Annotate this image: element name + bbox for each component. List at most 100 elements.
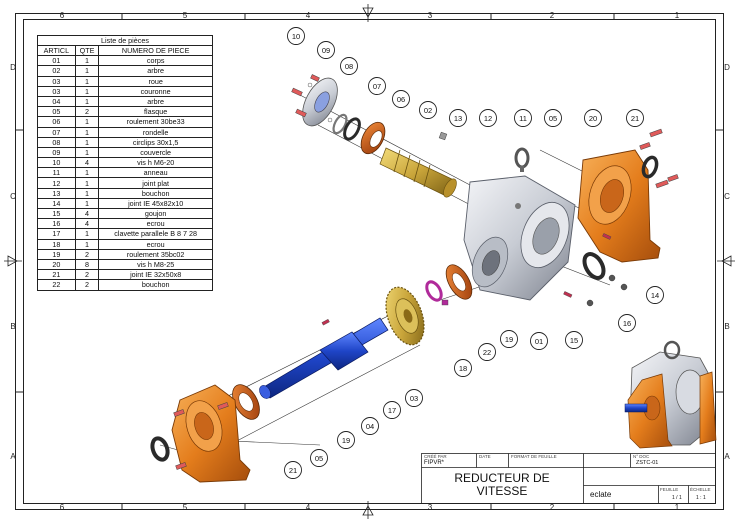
- balloon: 03: [405, 389, 423, 407]
- zone-col-top-2: 2: [550, 11, 555, 20]
- balloon-label: 14: [651, 291, 659, 300]
- balloon: 22: [478, 343, 496, 361]
- zone-col-bottom-3: 3: [428, 503, 433, 512]
- part-flasque-right: [577, 149, 661, 263]
- zone-col-bottom-4: 4: [306, 503, 311, 512]
- balloon-circle: [310, 449, 328, 467]
- bom-body: 01 1 corps 02 1 arbre 03 1 roue 03 1 couronne 04 1 arb…: [37, 55, 213, 291]
- balloon: 02: [419, 101, 437, 119]
- bom-cell-article: 22: [37, 279, 76, 291]
- bom-table: Liste de pièces ARTICL QTE NUMERO DE PIE…: [37, 35, 213, 291]
- tb-title: REDUCTEUR DE VITESSE: [454, 471, 550, 498]
- balloon-label: 19: [342, 436, 350, 445]
- part-couvercle: [302, 77, 338, 127]
- exploded-view: [150, 74, 679, 483]
- balloon: 15: [565, 331, 583, 349]
- zone-col-top-1: 1: [675, 11, 680, 20]
- balloon-label: 05: [315, 454, 323, 463]
- balloon: 20: [584, 109, 602, 127]
- assembly-iso-view: [624, 340, 717, 449]
- balloon-label: 16: [623, 319, 631, 328]
- part-vis-m8-left: [173, 402, 229, 470]
- balloon-circle: [449, 109, 467, 127]
- part-roulement-30be33: [360, 121, 386, 155]
- balloon: 05: [544, 109, 562, 127]
- part-joint-32x50-left: [150, 436, 170, 462]
- balloon-label: 12: [484, 114, 492, 123]
- balloon-circle: [478, 343, 496, 361]
- balloon-circle: [383, 401, 401, 419]
- part-joint-32x50-right: [641, 155, 659, 179]
- balloon-circle: [584, 109, 602, 127]
- balloon-circle: [284, 461, 302, 479]
- balloon-label: 04: [366, 422, 374, 431]
- balloon: 06: [392, 90, 410, 108]
- balloon-circle: [626, 109, 644, 127]
- bom-cell-part-number: bouchon: [98, 279, 213, 291]
- balloon-circle: [500, 330, 518, 348]
- part-rondelle: [343, 117, 361, 141]
- balloon-circle: [340, 57, 358, 75]
- balloon-circle: [368, 77, 386, 95]
- part-flasque-left: [171, 384, 251, 483]
- part-bouchon-13: [438, 131, 448, 141]
- zone-row-right-d: D: [724, 63, 730, 72]
- zone-col-bottom-5: 5: [183, 503, 188, 512]
- balloons: 10 09 08 07 06 02 13 12 11 05 20 21 14 16 15 01 19 22 18 03…: [284, 27, 664, 479]
- zone-col-top-5: 5: [183, 11, 188, 20]
- balloon: 19: [500, 330, 518, 348]
- balloon-circle: [530, 332, 548, 350]
- part-ecrous: [586, 274, 628, 307]
- bom-row: 22 2 bouchon: [37, 279, 213, 291]
- balloon-label: 20: [589, 114, 597, 123]
- balloon-circle: [419, 101, 437, 119]
- balloon-label: 21: [631, 114, 639, 123]
- balloon-label: 18: [459, 364, 467, 373]
- part-roulement-35bc02-upper: [445, 264, 473, 300]
- balloon: 05: [310, 449, 328, 467]
- balloon: 21: [626, 109, 644, 127]
- zone-row-left-a: A: [10, 452, 16, 461]
- part-arbre-sortie: [259, 317, 389, 399]
- tb-label-created: CRÉÉ PAR: [424, 454, 447, 459]
- centering-marks: [4, 4, 735, 519]
- balloon: 09: [317, 41, 335, 59]
- part-bouchon-22: [441, 299, 449, 306]
- part-corps: [463, 175, 576, 301]
- balloon: 13: [449, 109, 467, 127]
- balloon: 17: [383, 401, 401, 419]
- zone-col-bottom-1: 1: [675, 503, 680, 512]
- balloon-label: 15: [570, 336, 578, 345]
- part-vis-m6: [291, 74, 320, 118]
- tb-author: FIPVR*: [424, 460, 445, 466]
- zone-row-left-c: C: [10, 192, 16, 201]
- part-roulement-35bc02-lower: [232, 384, 260, 420]
- zone-row-right-a: A: [724, 452, 730, 461]
- zone-col-bottom-6: 6: [60, 503, 65, 512]
- balloon-label: 08: [345, 62, 353, 71]
- part-roue-couronne: [385, 286, 425, 346]
- balloon-label: 22: [483, 348, 491, 357]
- zone-row-right-c: C: [724, 192, 730, 201]
- part-ecrou-18: [425, 280, 443, 302]
- tb-view: eclate: [590, 490, 612, 499]
- tb-sheet-value: 1 / 1: [672, 495, 682, 501]
- tb-scale-value: 1 : 1: [696, 495, 706, 501]
- zone-col-bottom-2: 2: [550, 503, 555, 512]
- balloon-label: 17: [388, 406, 396, 415]
- balloon-label: 07: [373, 82, 381, 91]
- balloon-circle: [479, 109, 497, 127]
- balloon-label: 06: [397, 95, 405, 104]
- balloon-circle: [514, 109, 532, 127]
- balloon-circle: [392, 90, 410, 108]
- zone-row-left-b: B: [10, 322, 15, 331]
- part-vis-m8-right: [639, 128, 679, 189]
- balloon-circle: [337, 431, 355, 449]
- balloon: 11: [514, 109, 532, 127]
- balloon: 12: [479, 109, 497, 127]
- part-goujons: [563, 233, 612, 298]
- part-joint-45x82: [582, 252, 606, 280]
- balloon: 07: [368, 77, 386, 95]
- balloon-label: 19: [505, 335, 513, 344]
